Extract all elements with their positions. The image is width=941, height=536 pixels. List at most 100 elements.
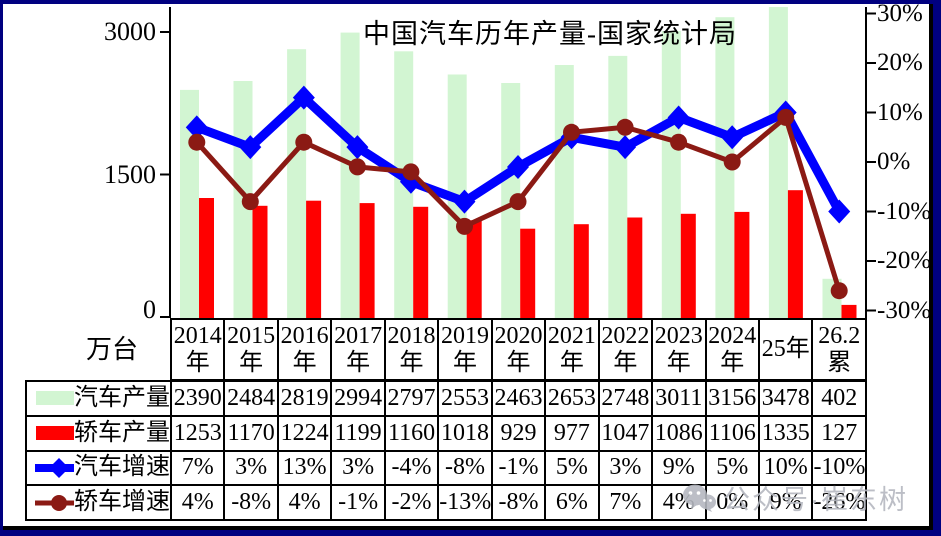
value-cell: 1018 <box>437 414 493 452</box>
value-cell: 7% <box>597 484 654 521</box>
sedan-growth-legend-label: 轿车增速 <box>74 489 170 516</box>
auto-production-bar <box>715 17 735 318</box>
sedan-growth-marker <box>670 133 688 151</box>
value-cell: -8% <box>223 484 279 521</box>
x-axis-label: 2018 年 <box>383 318 440 381</box>
sedan-production-bar <box>466 220 482 318</box>
left-axis-unit-label: 万台 <box>86 335 139 364</box>
sedan-production-bar <box>734 211 750 318</box>
sedan-growth-legend-swatch <box>35 494 74 511</box>
auto-growth-marker <box>346 135 369 160</box>
value-cell: 2748 <box>597 380 654 417</box>
value-cell: -4% <box>383 449 440 487</box>
watermark: 公众号·崔东树 <box>682 478 908 517</box>
x-axis-labels-row: 2014 年 2015 年 2016 年 2017 年 2018 年 2019 年 2020 年 2021 年… <box>169 318 867 381</box>
sedan-growth-marker <box>188 133 206 151</box>
x-axis-label: 2020 年 <box>490 318 547 381</box>
right-axis-tick-label: 10% <box>877 98 923 126</box>
sedan-production-bar <box>359 203 375 318</box>
watermark-text: 公众号·崔东树 <box>723 485 908 515</box>
right-axis-tick-label: -20% <box>877 247 932 274</box>
sedan-growth-marker <box>563 123 580 141</box>
auto-production-bar <box>768 7 788 318</box>
left-axis-tick-label: 0 <box>143 295 156 324</box>
auto-growth-marker <box>453 189 476 214</box>
value-cell: -8% <box>437 449 493 487</box>
sedan-growth-marker <box>723 153 741 171</box>
wechat-icon <box>683 484 716 512</box>
value-cell: 1253 <box>169 414 226 452</box>
sedan-production-bar <box>841 304 857 318</box>
value-cell: 3011 <box>651 380 707 417</box>
value-cell: 402 <box>811 380 867 417</box>
x-axis-label: 2015 年 <box>223 318 279 381</box>
value-cell: 3% <box>330 449 386 487</box>
value-cell: 1086 <box>651 414 707 452</box>
auto-growth-marker <box>185 115 208 140</box>
value-cell: 1335 <box>757 414 814 452</box>
value-cell: -1% <box>330 484 386 521</box>
value-cell: -1% <box>490 449 547 487</box>
value-cell: 9% <box>651 449 707 487</box>
sedan-production-bar <box>573 224 589 318</box>
value-cell: 7% <box>169 449 226 487</box>
auto-growth-legend-cell: 汽车增速 <box>25 449 172 487</box>
frame-border-top <box>0 0 941 4</box>
auto-growth-marker <box>828 199 851 224</box>
value-cell: 2653 <box>544 380 600 417</box>
sedan-growth-marker <box>348 158 366 176</box>
sedan-production-bar <box>306 200 322 318</box>
sedan-production-legend-label: 轿车产量 <box>74 419 170 446</box>
value-cell: 5% <box>704 449 760 487</box>
x-axis-label: 2016 年 <box>276 318 333 381</box>
right-axis-tick-label: 30% <box>877 0 923 27</box>
value-cell: 2994 <box>330 380 386 417</box>
value-cell: 9% <box>757 484 814 521</box>
chart-title: 中国汽车历年产量-国家统计局 <box>363 19 737 49</box>
value-cell: 2819 <box>276 380 333 417</box>
value-cell: 2484 <box>223 380 279 417</box>
value-cell: 6% <box>544 484 600 521</box>
x-axis-label: 25年 <box>757 318 814 381</box>
sedan-production-bar <box>520 228 536 318</box>
value-cell: 3478 <box>757 380 814 417</box>
auto-production-row: 汽车产量 2390 2484 2819 2994 2797 2553 2463 2653 2748… <box>25 380 867 417</box>
auto-growth-legend-swatch <box>35 457 74 478</box>
x-axis-label: 26.2 累 <box>811 318 867 381</box>
auto-growth-legend-label: 汽车增速 <box>74 454 170 481</box>
right-axis-tick-label: -30% <box>877 296 932 324</box>
sedan-production-legend-swatch <box>36 426 74 441</box>
value-cell: 4% <box>169 484 226 521</box>
value-cell: -13% <box>437 484 493 521</box>
sedan-production-bar <box>199 198 214 318</box>
sedan-growth-legend-cell: 轿车增速 <box>25 484 172 521</box>
auto-production-legend-swatch <box>36 391 74 406</box>
sedan-growth-marker <box>509 193 527 211</box>
value-cell: -8% <box>490 484 547 521</box>
value-cell: 1224 <box>276 414 333 452</box>
x-axis-label: 2021 年 <box>544 318 600 381</box>
value-cell: 1160 <box>383 414 440 452</box>
x-axis-label: 2014 年 <box>169 318 226 381</box>
x-axis-label: 2024 年 <box>704 318 760 381</box>
auto-production-bar <box>287 49 307 318</box>
sedan-production-bar <box>787 190 803 318</box>
frame-border-bottom <box>0 530 941 536</box>
right-axis-tick-label: 20% <box>877 49 923 76</box>
value-cell: 1199 <box>330 414 386 452</box>
sedan-production-row: 轿车产量 1253 1170 1224 1199 1160 1018 929 977 1047 10… <box>25 414 867 452</box>
value-cell: -26% <box>811 484 867 521</box>
x-axis-label: 2022 年 <box>597 318 654 381</box>
auto-growth-marker <box>292 85 315 110</box>
frame-shadow-bottom <box>0 526 941 530</box>
value-cell: 929 <box>490 414 547 452</box>
x-axis-label: 2023 年 <box>651 318 707 381</box>
sedan-growth-marker <box>241 193 259 211</box>
auto-growth-marker <box>721 125 744 150</box>
sedan-growth-marker <box>616 118 634 136</box>
sedan-production-bar <box>627 217 643 318</box>
auto-growth-row: 汽车增速 7% 3% 13% 3% -4% -8% -1% 5% 3% 9% 5% 10% -10% <box>25 449 867 487</box>
auto-production-bar <box>608 55 628 319</box>
value-cell: 0% <box>704 484 760 521</box>
value-cell: 13% <box>276 449 333 487</box>
